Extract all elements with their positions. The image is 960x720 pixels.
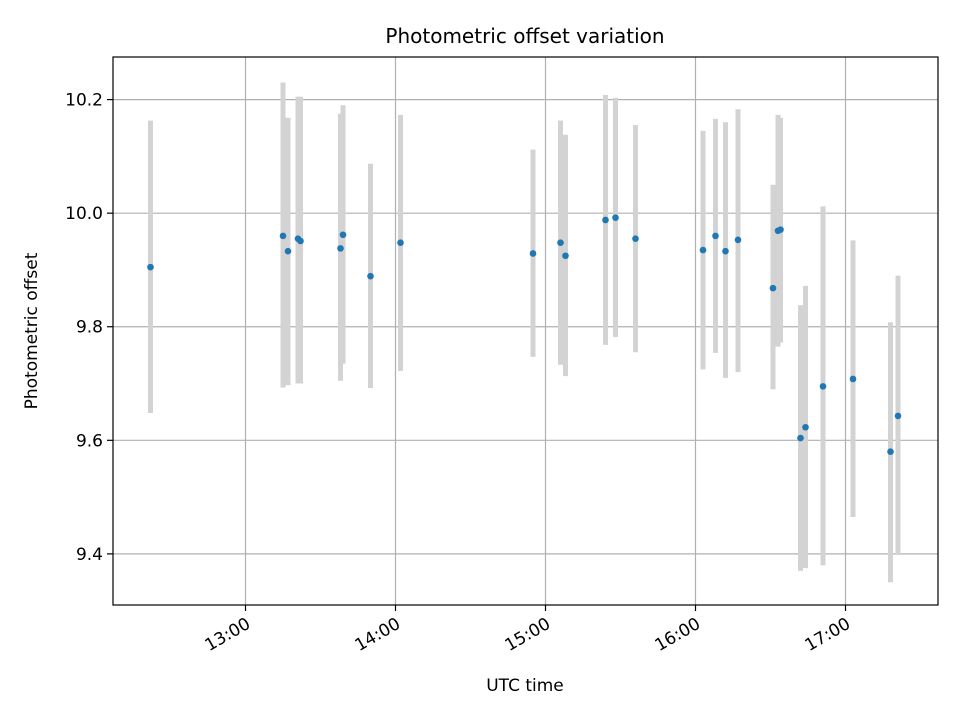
data-point bbox=[777, 226, 784, 233]
data-point bbox=[602, 216, 609, 224]
data-point bbox=[279, 232, 287, 240]
data-point bbox=[849, 375, 857, 383]
data-point bbox=[734, 236, 742, 244]
y-tick-label: 9.8 bbox=[76, 318, 103, 338]
plot-frame bbox=[112, 56, 939, 606]
data-point bbox=[769, 284, 777, 292]
data-point bbox=[337, 245, 344, 252]
data-point bbox=[887, 448, 894, 455]
y-axis-ticks: 9.4 9.6 9.8 10.0 10.2 bbox=[65, 91, 113, 565]
data-point bbox=[529, 250, 537, 257]
data-point bbox=[284, 247, 292, 255]
data-point bbox=[632, 235, 639, 243]
data-point bbox=[712, 232, 719, 240]
data-point bbox=[557, 239, 564, 246]
data-point bbox=[367, 272, 374, 280]
y-tick-label: 9.6 bbox=[76, 431, 103, 451]
plot-area bbox=[113, 57, 938, 605]
chart-title: Photometric offset variation bbox=[385, 24, 664, 48]
data-point bbox=[894, 412, 902, 420]
data-point bbox=[819, 383, 827, 390]
y-tick-label: 10.0 bbox=[65, 204, 103, 224]
data-point bbox=[297, 237, 304, 245]
data-point bbox=[147, 263, 154, 271]
x-axis-label: UTC time bbox=[486, 676, 564, 696]
data-points bbox=[147, 214, 902, 455]
y-tick-label: 9.4 bbox=[76, 545, 103, 565]
data-point bbox=[562, 252, 569, 260]
data-point bbox=[802, 423, 809, 431]
y-axis-label: Photometric offset bbox=[22, 252, 42, 409]
data-point bbox=[797, 434, 804, 442]
y-tick-label: 10.2 bbox=[65, 91, 103, 111]
data-point bbox=[612, 214, 619, 222]
data-point bbox=[699, 246, 707, 254]
data-point bbox=[722, 247, 729, 255]
data-point bbox=[397, 239, 404, 246]
data-point bbox=[339, 231, 347, 239]
